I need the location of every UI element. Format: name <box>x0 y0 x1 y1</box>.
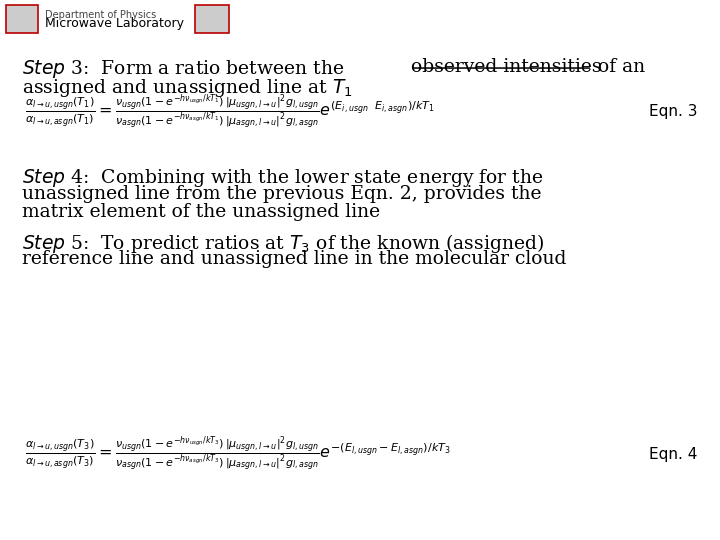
Text: observed intensities: observed intensities <box>411 58 601 76</box>
Text: $\frac{\alpha_{l \rightarrow u,usgn}(T_1)}{\alpha_{l \rightarrow u,asgn}(T_1)} =: $\frac{\alpha_{l \rightarrow u,usgn}(T_1… <box>25 92 435 132</box>
Text: Microwave Laboratory: Microwave Laboratory <box>45 17 184 30</box>
Text: Eqn. 4: Eqn. 4 <box>649 447 697 462</box>
Text: $\frac{\alpha_{l \rightarrow u,usgn}(T_3)}{\alpha_{l \rightarrow u,asgn}(T_3)} =: $\frac{\alpha_{l \rightarrow u,usgn}(T_3… <box>25 435 451 475</box>
Text: Department of Physics: Department of Physics <box>45 10 156 20</box>
Text: matrix element of the unassigned line: matrix element of the unassigned line <box>22 203 379 221</box>
Text: $\mathit{Step}$ 5:  To predict ratios at $T_3$ of the known (assigned): $\mathit{Step}$ 5: To predict ratios at … <box>22 232 544 255</box>
Text: $\mathit{Step}$ 3:  Form a ratio between the: $\mathit{Step}$ 3: Form a ratio between … <box>22 58 345 80</box>
FancyBboxPatch shape <box>195 5 230 33</box>
Text: Eqn. 3: Eqn. 3 <box>649 104 697 119</box>
Text: reference line and unassigned line in the molecular cloud: reference line and unassigned line in th… <box>22 250 566 268</box>
Text: of an: of an <box>592 58 645 76</box>
Text: unassigned line from the previous Eqn. 2, provides the: unassigned line from the previous Eqn. 2… <box>22 185 541 203</box>
FancyBboxPatch shape <box>6 5 38 33</box>
Text: $\mathit{Step}$ 4:  Combining with the lower state energy for the: $\mathit{Step}$ 4: Combining with the lo… <box>22 167 543 190</box>
Text: assigned and unassigned line at $T_1$: assigned and unassigned line at $T_1$ <box>22 77 352 99</box>
